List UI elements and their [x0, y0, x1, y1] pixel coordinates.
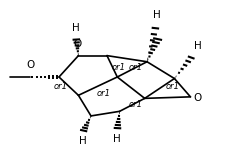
- Text: O: O: [192, 93, 201, 103]
- Text: or1: or1: [111, 63, 125, 72]
- Text: H: H: [153, 10, 161, 20]
- Text: O: O: [73, 39, 81, 49]
- Text: or1: or1: [165, 82, 179, 91]
- Text: H: H: [113, 134, 121, 144]
- Text: or1: or1: [128, 63, 142, 72]
- Text: or1: or1: [128, 100, 142, 109]
- Text: or1: or1: [53, 82, 67, 91]
- Text: H: H: [72, 23, 80, 33]
- Text: H: H: [79, 136, 87, 146]
- Text: or1: or1: [96, 89, 110, 98]
- Text: O: O: [26, 60, 34, 70]
- Text: H: H: [193, 41, 201, 51]
